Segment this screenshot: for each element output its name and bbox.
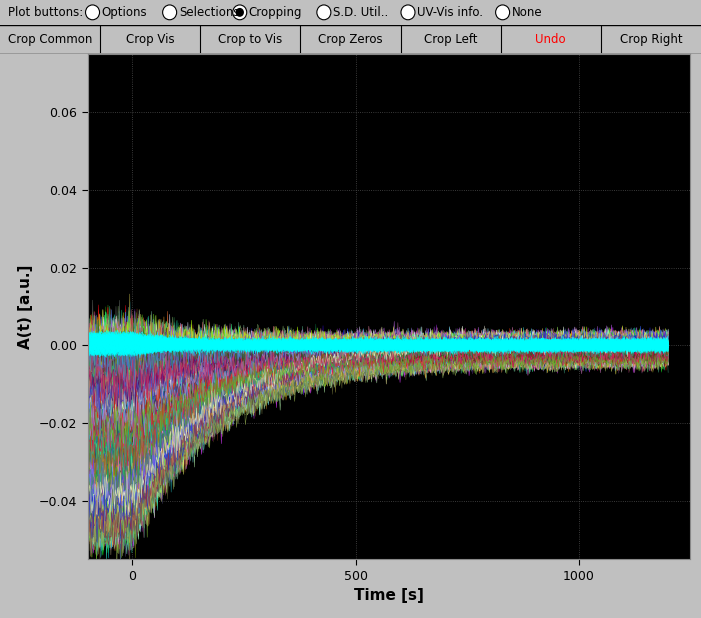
Ellipse shape (317, 5, 331, 20)
Text: Crop Left: Crop Left (424, 33, 477, 46)
Text: None: None (512, 6, 543, 19)
Ellipse shape (233, 5, 247, 20)
Text: UV-Vis info.: UV-Vis info. (417, 6, 483, 19)
Text: S.D. Util..: S.D. Util.. (333, 6, 388, 19)
Ellipse shape (86, 5, 100, 20)
Text: Crop to Vis: Crop to Vis (218, 33, 283, 46)
Text: Undo: Undo (536, 33, 566, 46)
Text: Crop Vis: Crop Vis (126, 33, 175, 46)
Text: Options: Options (102, 6, 147, 19)
Text: Selections: Selections (179, 6, 239, 19)
Text: Crop Right: Crop Right (620, 33, 682, 46)
Ellipse shape (163, 5, 177, 20)
Ellipse shape (496, 5, 510, 20)
Text: Cropping: Cropping (249, 6, 302, 19)
Text: Crop Zeros: Crop Zeros (318, 33, 383, 46)
Text: Crop Common: Crop Common (8, 33, 93, 46)
Ellipse shape (401, 5, 415, 20)
Text: Plot buttons:: Plot buttons: (8, 6, 83, 19)
X-axis label: Time [s]: Time [s] (354, 588, 424, 603)
Y-axis label: A(t) [a.u.]: A(t) [a.u.] (18, 265, 33, 349)
Ellipse shape (236, 8, 244, 17)
